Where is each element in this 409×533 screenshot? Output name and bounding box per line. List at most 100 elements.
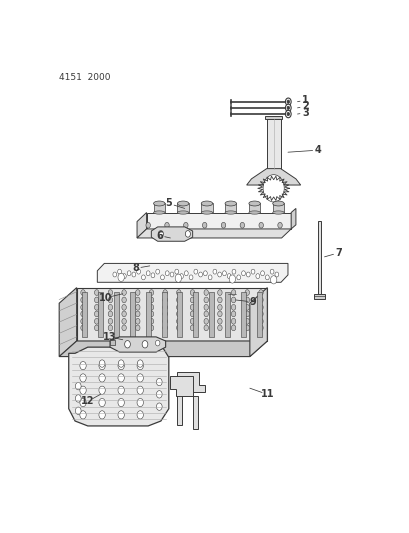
Polygon shape — [176, 372, 204, 425]
Text: 6: 6 — [155, 230, 162, 240]
Polygon shape — [59, 341, 267, 357]
Bar — [193, 292, 198, 337]
Circle shape — [286, 112, 289, 116]
Circle shape — [142, 341, 148, 348]
Circle shape — [94, 304, 99, 310]
Circle shape — [231, 325, 235, 330]
Text: 5: 5 — [165, 198, 172, 208]
Circle shape — [258, 304, 263, 310]
Text: 9: 9 — [249, 297, 256, 307]
Circle shape — [94, 318, 99, 324]
Circle shape — [277, 222, 281, 228]
Circle shape — [231, 304, 235, 310]
Circle shape — [208, 275, 211, 280]
Polygon shape — [170, 376, 198, 429]
Circle shape — [190, 311, 194, 317]
Circle shape — [122, 273, 126, 279]
Circle shape — [285, 98, 290, 106]
Ellipse shape — [177, 201, 189, 206]
Circle shape — [204, 290, 208, 295]
Ellipse shape — [248, 211, 260, 214]
Polygon shape — [313, 294, 325, 298]
Circle shape — [245, 318, 249, 324]
Circle shape — [121, 297, 126, 303]
Text: 4: 4 — [314, 145, 321, 155]
Circle shape — [118, 411, 124, 419]
Circle shape — [81, 290, 85, 295]
Circle shape — [286, 106, 289, 109]
Circle shape — [217, 311, 222, 317]
Text: 13: 13 — [103, 332, 117, 342]
Circle shape — [164, 222, 169, 228]
Polygon shape — [151, 227, 192, 241]
Bar — [82, 292, 87, 337]
Circle shape — [162, 297, 167, 303]
Bar — [240, 292, 245, 337]
Circle shape — [176, 304, 181, 310]
Circle shape — [99, 399, 105, 407]
Circle shape — [121, 318, 126, 324]
Circle shape — [81, 304, 85, 310]
Circle shape — [108, 290, 112, 295]
Polygon shape — [249, 288, 267, 357]
Circle shape — [108, 311, 112, 317]
Circle shape — [80, 411, 86, 419]
Circle shape — [274, 272, 278, 277]
Bar — [98, 292, 103, 337]
Circle shape — [190, 304, 194, 310]
Circle shape — [204, 325, 208, 330]
Circle shape — [160, 275, 164, 280]
Circle shape — [245, 325, 249, 330]
Text: 7: 7 — [335, 248, 342, 258]
Circle shape — [158, 231, 163, 237]
Circle shape — [174, 269, 178, 274]
Circle shape — [190, 325, 194, 330]
Circle shape — [217, 304, 222, 310]
Bar — [161, 292, 166, 337]
Circle shape — [124, 341, 130, 348]
Circle shape — [270, 276, 276, 284]
Circle shape — [255, 273, 259, 279]
Circle shape — [137, 374, 143, 382]
Circle shape — [270, 269, 273, 274]
Circle shape — [137, 411, 143, 419]
Circle shape — [175, 274, 181, 282]
Ellipse shape — [177, 211, 189, 214]
Circle shape — [149, 297, 153, 303]
Circle shape — [108, 304, 112, 310]
Polygon shape — [137, 213, 146, 238]
Circle shape — [212, 269, 216, 274]
Polygon shape — [59, 288, 76, 357]
Circle shape — [118, 273, 124, 281]
Circle shape — [118, 399, 124, 407]
Text: 11: 11 — [260, 389, 273, 399]
Polygon shape — [177, 204, 189, 213]
Circle shape — [99, 386, 105, 394]
Circle shape — [258, 297, 263, 303]
Circle shape — [184, 271, 188, 276]
Circle shape — [118, 374, 124, 382]
Circle shape — [245, 297, 249, 303]
Circle shape — [137, 399, 143, 407]
Circle shape — [80, 374, 86, 382]
Circle shape — [162, 304, 167, 310]
Circle shape — [202, 222, 207, 228]
Circle shape — [246, 272, 249, 277]
Text: 3: 3 — [301, 108, 308, 118]
Circle shape — [245, 304, 249, 310]
Circle shape — [231, 269, 235, 274]
Circle shape — [136, 269, 140, 274]
Polygon shape — [248, 204, 260, 213]
Bar — [177, 292, 182, 337]
Circle shape — [99, 374, 105, 382]
Circle shape — [285, 110, 290, 118]
Circle shape — [190, 297, 194, 303]
Circle shape — [176, 325, 181, 330]
Circle shape — [229, 275, 235, 283]
Polygon shape — [137, 229, 290, 238]
Circle shape — [75, 383, 81, 390]
Circle shape — [265, 275, 269, 280]
Circle shape — [217, 318, 222, 324]
Text: 10: 10 — [98, 293, 112, 303]
Ellipse shape — [153, 211, 164, 214]
